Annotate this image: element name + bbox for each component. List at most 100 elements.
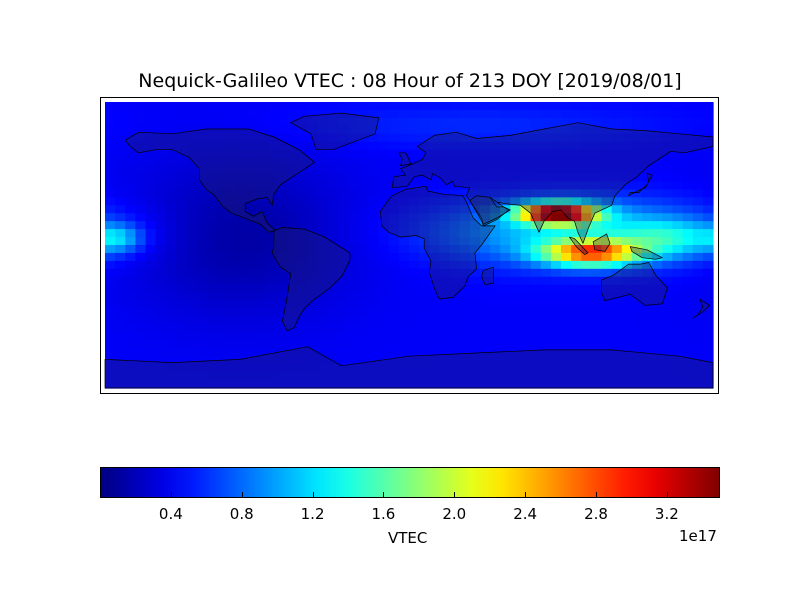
heatmap-cell: [429, 181, 440, 190]
heatmap-cell: [581, 173, 592, 183]
heatmap-cell: [692, 205, 704, 214]
heatmap-cell: [540, 260, 552, 270]
heatmap-cell: [601, 245, 613, 254]
heatmap-cell: [500, 109, 511, 119]
heatmap-cell: [490, 252, 501, 262]
heatmap-cell: [439, 324, 451, 333]
heatmap-cell: [581, 149, 592, 159]
heatmap-cell: [186, 173, 197, 183]
heatmap-cell: [500, 173, 511, 183]
heatmap-cell: [358, 229, 370, 238]
heatmap-cell: [165, 300, 177, 310]
heatmap-cell: [135, 276, 147, 286]
heatmap-cell: [550, 173, 562, 183]
heatmap-cell: [378, 308, 390, 318]
heatmap-cell: [307, 102, 319, 111]
heatmap-cell: [591, 268, 603, 278]
heatmap-cell: [246, 292, 258, 302]
heatmap-cell: [236, 380, 248, 389]
heatmap-cell: [621, 340, 633, 349]
heatmap-cell: [327, 157, 339, 167]
heatmap-cell: [287, 197, 299, 206]
heatmap-cell: [277, 149, 288, 159]
heatmap-cell: [388, 181, 400, 190]
heatmap-cell: [398, 332, 410, 341]
heatmap-cell: [327, 229, 339, 238]
heatmap-cell: [125, 197, 136, 206]
heatmap-cell: [236, 364, 248, 373]
heatmap-cell: [277, 324, 288, 333]
heatmap-cell: [510, 157, 522, 167]
heatmap-cell: [358, 380, 370, 389]
heatmap-cell: [267, 229, 278, 238]
heatmap-cell: [257, 284, 268, 294]
heatmap-cell: [550, 356, 562, 365]
heatmap-cell: [611, 197, 623, 206]
heatmap-cell: [479, 229, 491, 238]
heatmap-cell: [479, 372, 491, 381]
heatmap-cell: [540, 372, 552, 381]
heatmap-cell: [561, 340, 572, 349]
heatmap-cell: [186, 372, 197, 381]
heatmap-cell: [236, 221, 248, 230]
heatmap-cell: [165, 205, 177, 214]
heatmap-cell: [206, 348, 218, 357]
heatmap-cell: [338, 292, 349, 302]
heatmap-cell: [297, 189, 309, 198]
heatmap-cell: [246, 141, 258, 151]
heatmap-cell: [439, 173, 451, 183]
heatmap-cell: [287, 205, 299, 214]
heatmap-cell: [702, 268, 714, 278]
heatmap-cell: [105, 364, 116, 373]
map-panel: [100, 97, 719, 394]
heatmap-cell: [175, 197, 187, 206]
landmass-new-zealand: [692, 298, 710, 319]
heatmap-cell: [621, 308, 633, 318]
heatmap-cell: [368, 157, 380, 167]
heatmap-cell: [652, 284, 663, 294]
heatmap-cell: [358, 197, 370, 206]
heatmap-cell: [398, 356, 410, 365]
heatmap-cell: [175, 372, 187, 381]
heatmap-cell: [125, 133, 136, 143]
heatmap-cell: [500, 276, 511, 286]
heatmap-cell: [348, 348, 359, 357]
heatmap-cell: [135, 181, 147, 190]
heatmap-cell: [439, 229, 451, 238]
heatmap-cell: [611, 284, 623, 294]
heatmap-cell: [500, 117, 511, 127]
heatmap-cell: [307, 109, 319, 119]
heatmap-cell: [571, 221, 582, 230]
heatmap-cell: [561, 316, 572, 326]
heatmap-cell: [145, 133, 157, 143]
heatmap-cell: [358, 109, 370, 119]
heatmap-cell: [317, 276, 329, 286]
heatmap-cell: [398, 316, 410, 326]
heatmap-cell: [338, 364, 349, 373]
heatmap-cell: [287, 157, 299, 167]
heatmap-cell: [338, 316, 349, 326]
heatmap-cell: [510, 221, 522, 230]
heatmap-cell: [398, 102, 410, 111]
heatmap-cell: [692, 276, 704, 286]
heatmap-cell: [652, 173, 663, 183]
heatmap-cell: [327, 173, 339, 183]
heatmap-cell: [338, 300, 349, 310]
heatmap-cell: [601, 300, 613, 310]
heatmap-cell: [135, 133, 147, 143]
heatmap-cell: [327, 252, 339, 262]
heatmap-cell: [297, 109, 309, 119]
heatmap-cell: [115, 348, 126, 357]
heatmap-cell: [409, 125, 420, 135]
heatmap-cell: [652, 237, 663, 246]
heatmap-cell: [348, 252, 359, 262]
heatmap-cell: [165, 364, 177, 373]
heatmap-cell: [125, 102, 136, 111]
heatmap-cell: [297, 340, 309, 349]
heatmap-cell: [115, 157, 126, 167]
heatmap-cell: [246, 102, 258, 111]
heatmap-cell: [601, 324, 613, 333]
heatmap-cell: [125, 109, 136, 119]
heatmap-cell: [601, 173, 613, 183]
heatmap-cell: [155, 213, 167, 222]
